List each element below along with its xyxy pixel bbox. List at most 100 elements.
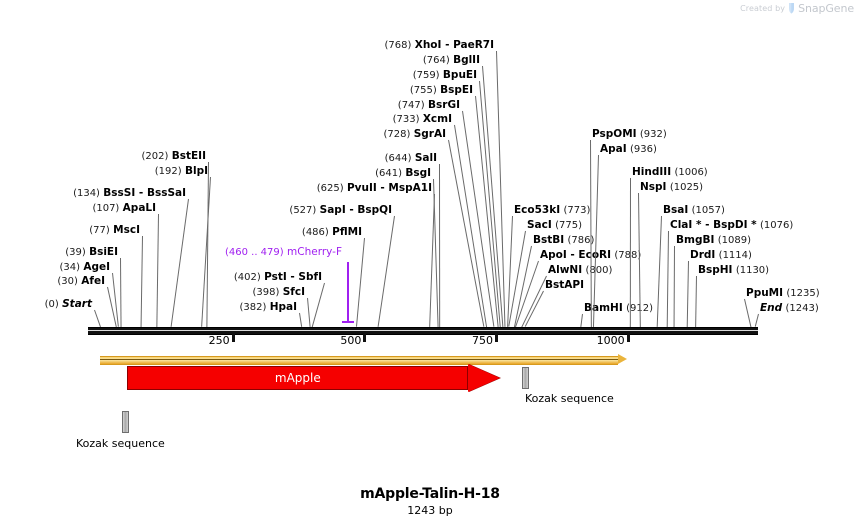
feature-box-kozak-left[interactable]	[122, 411, 129, 433]
site-enzyme-name: AlwNI	[548, 264, 583, 276]
site-enzyme-name: BmgBI	[676, 234, 715, 246]
leader-line-nspi	[638, 192, 641, 327]
ruler-tick-label: 1000	[596, 334, 625, 347]
sequence-backbone-bar[interactable]	[88, 327, 758, 335]
restriction-site-label-clai[interactable]: ClaI * - BspDI * (1076)	[670, 219, 793, 232]
restriction-site-label-bsssi[interactable]: (134) BssSI - BssSaI	[73, 187, 186, 200]
site-enzyme-name: AfeI	[81, 275, 105, 287]
site-position: (768)	[384, 40, 412, 51]
site-position: (786)	[567, 235, 595, 246]
restriction-site-label-hpai[interactable]: (382) HpaI	[239, 301, 297, 314]
restriction-site-label-ppumi[interactable]: PpuMI (1235)	[746, 287, 820, 300]
site-position: (644)	[384, 153, 412, 164]
leader-line-pspomi	[590, 139, 592, 328]
leader-line-sfci	[307, 297, 311, 328]
restriction-site-label-nspi[interactable]: NspI (1025)	[640, 181, 703, 194]
site-position: (788)	[614, 250, 642, 261]
site-enzyme-name: SapI - BspQI	[319, 204, 392, 216]
restriction-site-label-blpi[interactable]: (192) BlpI	[155, 165, 208, 178]
restriction-site-label-pspomi[interactable]: PspOMI (932)	[592, 128, 667, 141]
site-position: (773)	[563, 205, 591, 216]
restriction-site-label-bstbi[interactable]: BstBI (786)	[533, 234, 594, 247]
restriction-site-label-pvuii[interactable]: (625) PvuII - MspA1I	[317, 182, 432, 195]
restriction-site-label-apai[interactable]: ApaI (936)	[600, 143, 657, 156]
site-enzyme-name: HindIII	[632, 166, 672, 178]
leader-line-sapi	[377, 215, 395, 328]
site-enzyme-name: BglII	[453, 54, 480, 66]
restriction-site-label-sfci[interactable]: (398) SfcI	[253, 286, 306, 299]
site-position: (728)	[383, 129, 411, 140]
feature-label-kozak-left: Kozak sequence	[76, 437, 165, 450]
restriction-site-label-afei[interactable]: (30) AfeI	[57, 275, 105, 288]
restriction-site-label-sali[interactable]: (644) SalI	[385, 152, 437, 165]
restriction-site-label-msci[interactable]: (77) MscI	[89, 224, 140, 237]
restriction-site-label-bspei[interactable]: (755) BspEI	[410, 84, 473, 97]
primer-label-mcherry-f[interactable]: (460 .. 479) mCherry-F	[225, 246, 342, 259]
leader-line-ppumi	[744, 298, 752, 328]
restriction-site-label-drdi[interactable]: DrdI (1114)	[690, 249, 752, 262]
site-enzyme-name: BsaI	[663, 204, 689, 216]
site-position: (625)	[316, 183, 344, 194]
site-enzyme-name: BsgI	[405, 167, 431, 179]
restriction-site-label-bsrgi[interactable]: (747) BsrGI	[398, 99, 460, 112]
restriction-site-label-xcmi[interactable]: (733) XcmI	[393, 113, 452, 126]
restriction-site-label-bmgbi[interactable]: BmgBI (1089)	[676, 234, 751, 247]
restriction-site-label-hindiii[interactable]: HindIII (1006)	[632, 166, 708, 179]
leader-line-bsssi	[170, 198, 189, 328]
site-enzyme-name: BssSI - BssSaI	[103, 187, 186, 199]
restriction-site-label-saci[interactable]: SacI (775)	[527, 219, 582, 232]
restriction-site-label-bsiei[interactable]: (39) BsiEI	[65, 246, 118, 259]
site-position: (641)	[375, 168, 402, 179]
site-position: (34)	[59, 262, 80, 273]
restriction-site-label-xhoi[interactable]: (768) XhoI - PaeR7I	[384, 39, 494, 52]
restriction-site-label-bsphi[interactable]: BspHI (1130)	[698, 264, 769, 277]
restriction-site-label-psti[interactable]: (402) PstI - SbfI	[234, 271, 322, 284]
site-position: (30)	[57, 276, 78, 287]
site-position: (932)	[639, 129, 667, 140]
restriction-site-label-bstapi[interactable]: BstAPI	[545, 279, 584, 291]
mapple-label: mApple	[274, 371, 321, 385]
leader-line-bsai	[656, 215, 662, 328]
restriction-site-label-alwni[interactable]: AlwNI (800)	[548, 264, 612, 277]
restriction-site-label-sapi[interactable]: (527) SapI - BspQI	[289, 204, 392, 217]
restriction-site-label-bsgi[interactable]: (641) BsgI	[375, 167, 431, 180]
site-position: (382)	[239, 302, 267, 313]
feature-box-kozak-right[interactable]	[522, 367, 529, 389]
site-enzyme-name: SacI	[527, 219, 552, 231]
ruler-tick-label: 750	[472, 334, 493, 347]
site-position: (936)	[629, 144, 657, 155]
leader-line-bsgi	[433, 178, 439, 328]
site-position: (527)	[289, 205, 317, 216]
primer-range: (460 .. 479)	[224, 247, 284, 258]
site-position: (107)	[92, 203, 120, 214]
site-enzyme-name: Eco53kI	[514, 204, 561, 216]
restriction-site-label-agei[interactable]: (34) AgeI	[59, 261, 110, 274]
restriction-site-label-start[interactable]: (0) Start	[45, 298, 92, 311]
ruler-tick	[626, 334, 630, 342]
restriction-site-label-pflmi[interactable]: (486) PflMI	[302, 226, 362, 239]
leader-line-bstell	[206, 161, 209, 327]
feature-label-kozak-right: Kozak sequence	[525, 392, 614, 405]
site-position: (764)	[422, 55, 450, 66]
created-by-label: Created by	[740, 4, 786, 13]
restriction-site-label-end[interactable]: End (1243)	[760, 302, 819, 315]
leader-line-drdi	[686, 260, 689, 327]
site-enzyme-name: BlpI	[184, 165, 208, 177]
site-enzyme-name: XcmI	[422, 113, 452, 125]
primer-feature-bar[interactable]	[342, 321, 355, 323]
site-position: (192)	[154, 166, 182, 177]
leader-line-apali	[156, 213, 159, 327]
restriction-site-label-bpuei[interactable]: (759) BpuEI	[413, 69, 477, 82]
site-enzyme-name: End	[760, 302, 783, 314]
restriction-site-label-apoi[interactable]: ApoI - EcoRI (788)	[540, 249, 641, 262]
restriction-site-label-bsai[interactable]: BsaI (1057)	[663, 204, 725, 217]
site-enzyme-name: ClaI * - BspDI *	[670, 219, 757, 231]
restriction-site-label-bglii[interactable]: (764) BglII	[423, 54, 480, 67]
leader-line-bsphi	[695, 275, 697, 328]
restriction-site-label-bstell[interactable]: (202) BstEII	[142, 150, 207, 163]
restriction-site-label-sgrai[interactable]: (728) SgrAI	[383, 128, 446, 141]
leader-line-msci	[140, 235, 143, 327]
restriction-site-label-apali[interactable]: (107) ApaLI	[92, 202, 156, 215]
restriction-site-label-eco53ki[interactable]: Eco53kI (773)	[514, 204, 590, 217]
site-position: (0)	[44, 299, 59, 310]
